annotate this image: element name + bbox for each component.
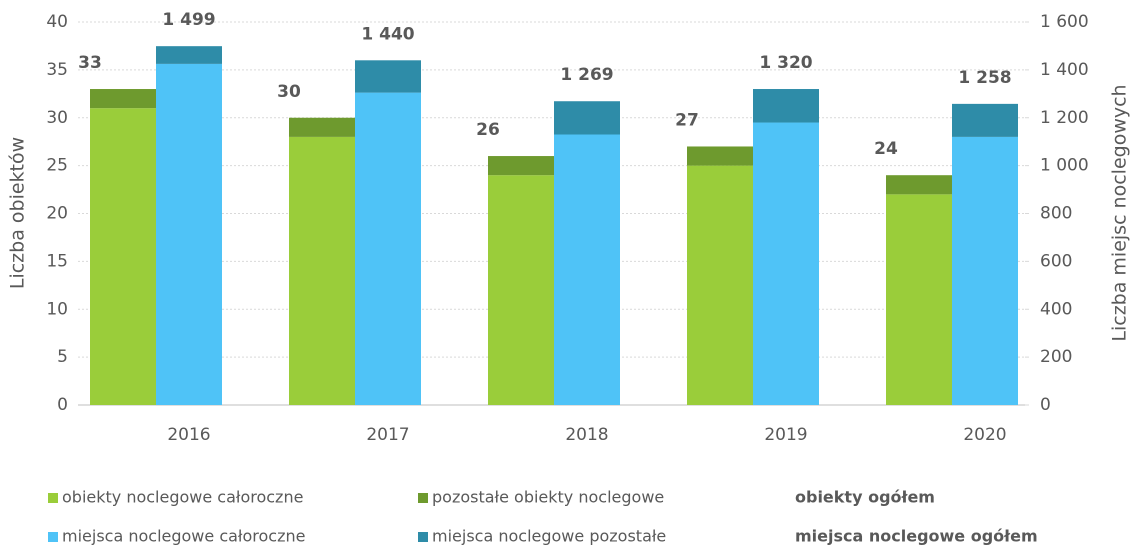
- bar-segment: [554, 101, 620, 135]
- y2-tick-label: 0: [1040, 395, 1051, 415]
- total-label: 33: [78, 53, 102, 73]
- x-tick-label: 2018: [565, 425, 608, 445]
- total-label: 26: [476, 120, 500, 140]
- y2-tick-label: 400: [1040, 299, 1072, 319]
- bar-segment: [753, 122, 819, 405]
- bar-segment: [90, 108, 156, 406]
- total-label: 1 440: [361, 24, 414, 44]
- x-tick-label: 2017: [366, 425, 409, 445]
- y2-tick-label: 1 600: [1040, 12, 1089, 32]
- bar-segment: [554, 134, 620, 405]
- bar-segment: [289, 136, 355, 405]
- y-axis-title: Liczba obiektów: [7, 137, 29, 289]
- y2-tick-label: 800: [1040, 204, 1072, 224]
- y-tick-label: 25: [46, 156, 68, 176]
- legend-label: miejsca noclegowe pozostałe: [432, 527, 666, 546]
- y2-tick-label: 200: [1040, 347, 1072, 367]
- legend-swatch: [48, 493, 58, 503]
- total-label: 1 499: [162, 10, 215, 30]
- y-tick-label: 15: [46, 251, 68, 271]
- total-label: 27: [675, 110, 699, 130]
- legend-label: miejsca noclegowe ogółem: [795, 527, 1038, 546]
- bar-segment: [488, 156, 554, 176]
- legend-label: miejsca noclegowe całoroczne: [62, 527, 305, 546]
- bar-segment: [355, 60, 421, 93]
- bar-segment: [952, 103, 1018, 137]
- y-tick-label: 40: [46, 12, 68, 32]
- y2-tick-label: 600: [1040, 251, 1072, 271]
- bar-segment: [886, 194, 952, 405]
- y-tick-label: 30: [46, 108, 68, 128]
- legend-swatch: [418, 493, 428, 503]
- y-tick-label: 35: [46, 60, 68, 80]
- y-tick-label: 10: [46, 299, 68, 319]
- bar-segment: [156, 46, 222, 64]
- bar-segment: [687, 146, 753, 166]
- legend-swatch: [48, 532, 58, 542]
- y2-tick-label: 1 400: [1040, 60, 1089, 80]
- bar-segment: [687, 165, 753, 405]
- y-tick-label: 20: [46, 204, 68, 224]
- total-label: 24: [874, 139, 898, 159]
- bar-segment: [886, 175, 952, 195]
- bar-segment: [156, 63, 222, 405]
- total-label: 1 320: [759, 53, 812, 73]
- x-tick-label: 2016: [167, 425, 210, 445]
- bar-segment: [488, 175, 554, 405]
- legend-label: pozostałe obiekty noclegowe: [432, 488, 664, 507]
- y2-axis-title: Liczba miejsc noclegowych: [1109, 84, 1131, 341]
- y-tick-label: 0: [57, 395, 68, 415]
- bar-segment: [355, 92, 421, 405]
- legend-swatch: [418, 532, 428, 542]
- total-label: 1 258: [958, 68, 1011, 88]
- legend-label: obiekty ogółem: [795, 488, 935, 507]
- bar-segment: [90, 89, 156, 109]
- total-label: 30: [277, 82, 301, 102]
- x-tick-label: 2019: [764, 425, 807, 445]
- y2-tick-label: 1 000: [1040, 156, 1089, 176]
- total-label: 1 269: [560, 65, 613, 85]
- x-tick-label: 2020: [963, 425, 1006, 445]
- bar-segment: [753, 89, 819, 123]
- legend-label: obiekty noclegowe całoroczne: [62, 488, 303, 507]
- bar-segment: [952, 136, 1018, 405]
- y2-tick-label: 1 200: [1040, 108, 1089, 128]
- y-tick-label: 5: [57, 347, 68, 367]
- bar-segment: [289, 117, 355, 137]
